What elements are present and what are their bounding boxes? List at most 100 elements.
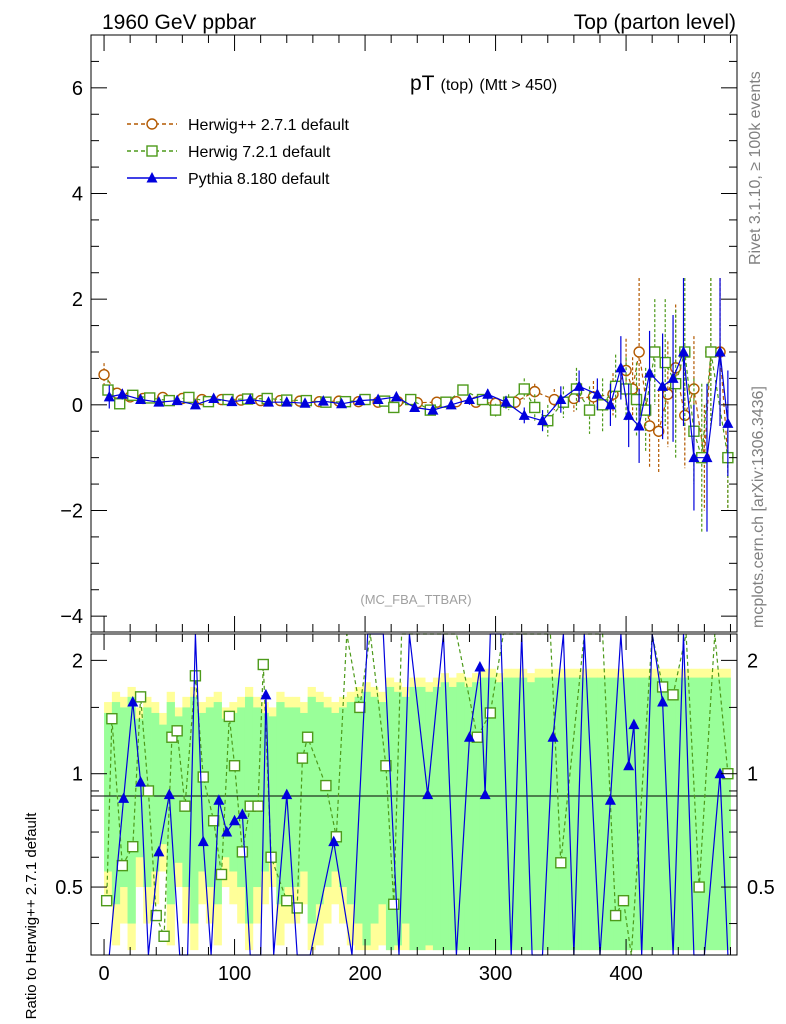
uncertainty-band-green xyxy=(151,712,160,872)
data-point xyxy=(643,420,656,432)
data-point xyxy=(659,356,671,369)
ratio-point xyxy=(422,788,434,800)
data-point xyxy=(114,398,126,410)
ratio-y-tick-label: 0.5 xyxy=(55,877,83,899)
uncertainty-band-green xyxy=(401,696,410,924)
ratio-point xyxy=(609,909,622,922)
data-point xyxy=(652,425,665,437)
uncertainty-band-green xyxy=(393,691,403,946)
title-sub: (top) xyxy=(441,77,474,94)
ratio-point xyxy=(213,794,225,805)
main-panel: −4 −2 0 2 4 6 pT (top) (Mtt > 450) (MC_FBA_TTBA… xyxy=(60,34,738,633)
ratio-y-tick-label-right: 2 xyxy=(747,650,758,672)
ratio-point xyxy=(257,658,269,671)
ratio-point xyxy=(163,788,175,800)
data-point xyxy=(677,345,689,357)
data-point xyxy=(135,393,147,405)
data-point xyxy=(336,397,348,409)
data-point xyxy=(620,383,632,395)
data-point xyxy=(244,393,256,405)
ratio-point xyxy=(474,661,486,672)
data-point xyxy=(116,388,128,399)
data-point xyxy=(518,383,530,395)
uncertainty-band-green xyxy=(111,702,121,905)
data-point xyxy=(518,409,530,420)
data-point xyxy=(388,401,400,414)
y-tick-label: −2 xyxy=(60,500,83,522)
ratio-point xyxy=(604,794,616,805)
ratio-point xyxy=(207,815,220,827)
x-tick-label: 300 xyxy=(479,963,512,985)
uncertainty-band-green xyxy=(487,677,496,951)
main-frame xyxy=(90,34,738,633)
ratio-y-tick-label: 2 xyxy=(72,650,83,672)
uncertainty-band-green xyxy=(699,677,708,951)
data-point xyxy=(688,451,700,463)
uncertainty-band-green xyxy=(135,718,144,858)
ratio-point xyxy=(281,894,293,907)
ratio-point xyxy=(153,845,165,857)
ratio-point xyxy=(135,776,147,787)
uncertainty-band-green xyxy=(338,707,348,888)
ratio-point xyxy=(252,800,264,812)
data-point xyxy=(615,361,627,373)
data-point xyxy=(623,409,635,420)
uncertainty-band-green xyxy=(143,707,152,888)
uncertainty-band-green xyxy=(315,702,324,905)
x-tick-label: 200 xyxy=(348,963,381,985)
uncertainty-band-green xyxy=(683,677,692,951)
x-tick-label: 400 xyxy=(609,963,642,985)
ratio-point xyxy=(328,835,340,847)
data-point xyxy=(573,380,585,391)
ratio-point xyxy=(260,688,272,700)
rivet-label: Rivet 3.1.10, ≥ 100k events xyxy=(747,71,764,265)
ratio-point xyxy=(215,868,228,881)
data-point xyxy=(354,394,366,406)
ratio-point xyxy=(693,881,705,893)
uncertainty-band-green xyxy=(519,677,528,951)
data-point xyxy=(705,346,717,358)
uncertainty-band-green xyxy=(299,712,309,872)
ratio-point xyxy=(628,718,640,730)
data-point xyxy=(489,404,502,416)
ratio-point xyxy=(197,835,209,847)
ratio-y-label: Ratio to Herwig++ 2.7.1 default xyxy=(23,812,40,1020)
legend: Herwig++ 2.7.1 default Herwig 7.2.1 defau… xyxy=(127,117,350,188)
uncertainty-band-green xyxy=(237,707,246,888)
data-point xyxy=(171,394,183,406)
ratio-point xyxy=(320,779,332,792)
uncertainty-band-green xyxy=(229,712,238,872)
uncertainty-band-green xyxy=(252,707,262,888)
uncertainty-band-green xyxy=(260,712,269,872)
data-point xyxy=(630,393,643,406)
uncertainty-band-green xyxy=(581,677,590,951)
ratio-point xyxy=(228,760,241,772)
data-point xyxy=(482,388,494,399)
data-point xyxy=(281,396,293,407)
uncertainty-band-green xyxy=(425,691,434,946)
ratio-point xyxy=(657,696,669,707)
uncertainty-band-green xyxy=(675,677,684,951)
data-point xyxy=(633,346,645,358)
data-point xyxy=(262,396,274,407)
ratio-point xyxy=(301,731,314,743)
uncertainty-band-green xyxy=(127,696,136,924)
ratio-point xyxy=(291,902,303,914)
uncertainty-band-green xyxy=(158,724,168,845)
data-point xyxy=(98,369,110,381)
y-tick-label: 2 xyxy=(72,289,83,311)
uncertainty-band-green xyxy=(558,677,567,951)
x-tick-label: 0 xyxy=(98,963,109,985)
legend-label: Herwig++ 2.7.1 default xyxy=(188,117,350,134)
data-point xyxy=(639,404,652,416)
ratio-point xyxy=(463,731,475,742)
ratio-frame xyxy=(90,633,738,956)
uncertainty-band-green xyxy=(660,677,669,951)
ratio-point xyxy=(656,681,669,693)
data-point xyxy=(649,346,661,358)
data-point xyxy=(722,417,734,428)
watermark: (MC_FBA_TTBAR) xyxy=(360,592,471,607)
ratio-point xyxy=(158,930,170,942)
header-right: Top (parton level) xyxy=(574,11,736,34)
ratio-point xyxy=(714,767,726,779)
